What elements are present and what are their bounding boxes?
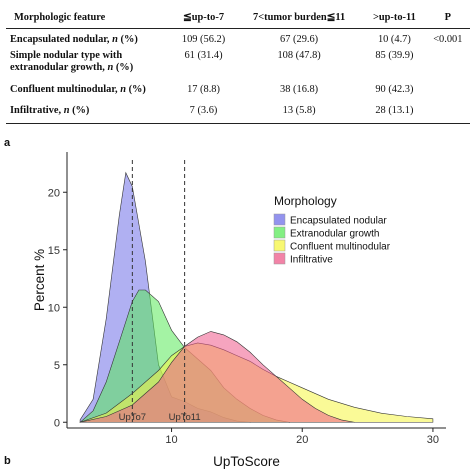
row-label: Encapsulated nodular, n (%) — [10, 34, 138, 45]
cell-upto11: 90 (42.3) — [375, 84, 414, 95]
table-row: Infiltrative, n (%) 7 (3.6) 13 (5.8) 28 … — [6, 105, 470, 124]
x-tick-label: 30 — [427, 434, 439, 446]
legend-entry: Encapsulated nodular — [290, 216, 387, 227]
cell-p — [425, 105, 470, 124]
header-p: P — [425, 8, 470, 29]
header-feature: Morphologic feature — [6, 8, 172, 29]
legend-swatch — [273, 239, 286, 252]
y-tick-label: 20 — [48, 187, 60, 199]
density-area-infiltrative — [79, 331, 355, 423]
table-row: Confluent multinodular, n (%) 17 (8.8) 3… — [6, 84, 470, 105]
legend-title: Morphology — [274, 194, 337, 208]
header-mid: 7<tumor burden≦11 — [235, 8, 364, 29]
legend-entry: Infiltrative — [290, 255, 333, 266]
cell-upto7: 109 (56.2) — [181, 34, 226, 45]
legend-entry: Extranodular growth — [290, 229, 380, 240]
row-label: Infiltrative, n (%) — [6, 105, 172, 124]
row-label: Simple nodular type with extranodular gr… — [10, 50, 134, 73]
legend-entry: Confluent multinodular — [290, 242, 391, 253]
y-tick-label: 10 — [48, 302, 60, 314]
cell-mid: 108 (47.8) — [277, 50, 321, 61]
cell-upto7: 61 (31.4) — [184, 50, 223, 61]
cell-mid: 13 (5.8) — [235, 105, 364, 124]
y-tick-label: 5 — [54, 360, 60, 372]
cell-upto7: 7 (3.6) — [172, 105, 236, 124]
table-row: Simple nodular type with extranodular gr… — [6, 50, 470, 84]
x-axis-label: UpToScore — [213, 454, 280, 469]
cell-p — [426, 84, 470, 105]
row-label: Confluent multinodular, n (%) — [10, 84, 146, 95]
density-area-extranodular-growth — [79, 289, 290, 423]
density-area-encapsulated-nodular — [79, 171, 251, 423]
header-upto7: ≦up-to-7 — [172, 8, 236, 29]
legend-swatch — [273, 226, 286, 239]
cell-mid: 38 (16.8) — [280, 84, 319, 95]
reference-line-label: UpTo7 — [119, 412, 146, 423]
cell-upto11: 85 (39.9) — [375, 50, 414, 61]
x-tick-label: 20 — [296, 434, 308, 446]
panel-label-a: a — [4, 137, 11, 149]
y-tick-label: 0 — [54, 417, 60, 429]
cell-p — [426, 50, 470, 84]
table-row: Encapsulated nodular, n (%) 109 (56.2) 6… — [6, 29, 470, 51]
morphology-table: Morphologic feature ≦up-to-7 7<tumor bur… — [6, 8, 470, 124]
y-tick-label: 15 — [48, 245, 60, 257]
legend-swatch — [273, 213, 286, 226]
header-upto11: >up-to-11 — [363, 8, 426, 29]
cell-p: <0.001 — [433, 34, 463, 45]
cell-upto11: 28 (13.1) — [363, 105, 426, 124]
panel-label-b: b — [4, 455, 11, 467]
reference-line-label: UpTo11 — [169, 412, 201, 423]
density-area-confluent-multinodular — [79, 342, 434, 423]
cell-upto11: 10 (4.7) — [377, 34, 411, 45]
cell-upto7: 17 (8.8) — [187, 84, 220, 95]
x-tick-label: 10 — [165, 434, 177, 446]
legend-swatch — [273, 252, 286, 265]
table-header-row: Morphologic feature ≦up-to-7 7<tumor bur… — [6, 8, 470, 29]
cell-mid: 67 (29.6) — [280, 34, 319, 45]
y-axis-label: Percent % — [32, 249, 47, 311]
